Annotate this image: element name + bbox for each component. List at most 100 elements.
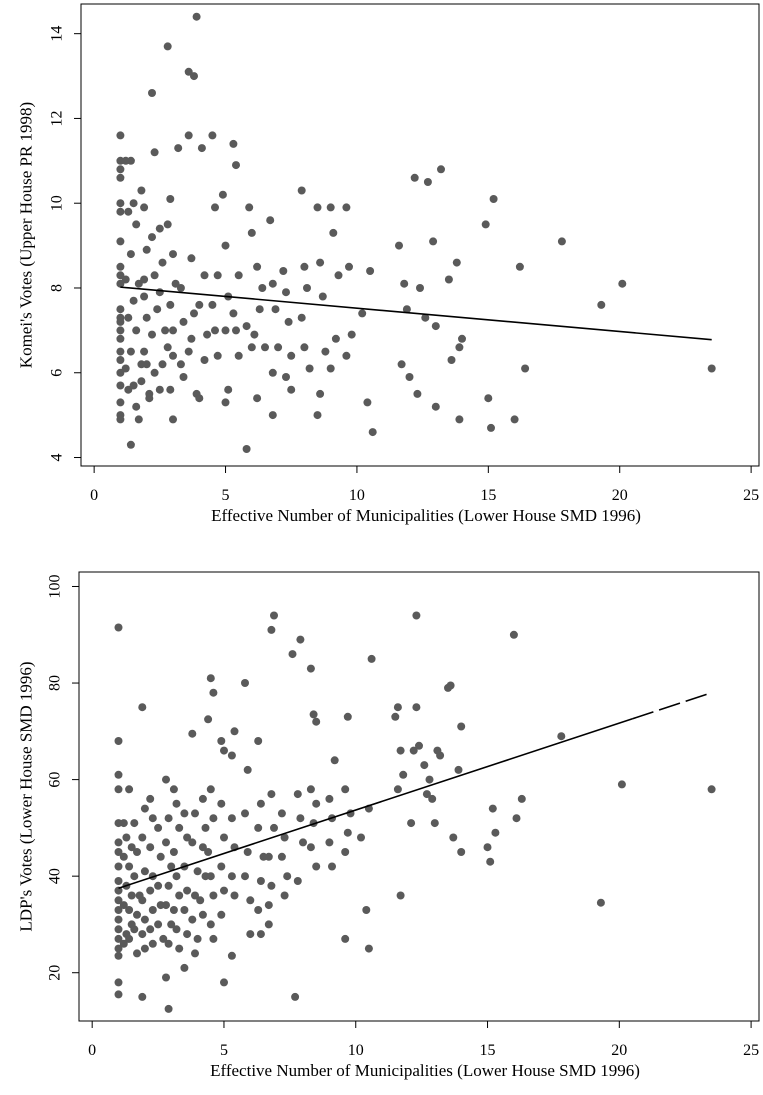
data-point	[297, 186, 306, 195]
data-point	[515, 262, 524, 271]
y-tick-label: 10	[49, 195, 66, 211]
data-point	[557, 732, 566, 741]
data-point	[486, 857, 495, 866]
data-point	[188, 729, 197, 738]
data-point	[221, 398, 230, 407]
data-point	[198, 910, 207, 919]
data-point	[341, 934, 350, 943]
fit-line	[120, 286, 712, 341]
data-point	[130, 819, 139, 828]
data-point	[446, 681, 455, 690]
data-point	[329, 228, 338, 237]
data-point	[175, 823, 184, 832]
data-point	[200, 356, 209, 364]
data-point	[193, 867, 202, 876]
data-point	[155, 224, 164, 233]
data-point	[155, 288, 164, 297]
data-point	[209, 934, 218, 943]
data-point	[334, 271, 343, 280]
data-point	[179, 317, 188, 326]
data-point	[312, 717, 321, 726]
data-point	[116, 368, 125, 377]
data-point	[229, 139, 238, 148]
data-point	[293, 877, 302, 885]
data-point	[154, 881, 163, 890]
data-point	[183, 833, 192, 842]
data-point	[142, 245, 151, 254]
data-point	[397, 360, 406, 369]
data-point	[211, 203, 219, 212]
data-point	[305, 364, 314, 373]
data-point	[357, 833, 365, 842]
y-tick-label: 4	[49, 454, 66, 462]
data-point	[246, 896, 255, 905]
data-point	[125, 906, 134, 914]
data-point	[264, 852, 273, 861]
data-point	[242, 322, 251, 331]
data-point	[187, 334, 196, 343]
data-point	[316, 258, 325, 267]
data-point	[300, 343, 309, 352]
data-point	[153, 305, 162, 314]
data-point	[166, 300, 175, 309]
x-tick-label: 10	[348, 1042, 364, 1059]
data-point	[254, 823, 263, 832]
data-point	[282, 373, 290, 381]
data-point	[436, 751, 445, 760]
data-point	[313, 411, 322, 420]
data-point	[169, 848, 178, 856]
data-point	[166, 195, 175, 203]
data-point	[208, 131, 217, 140]
data-point	[114, 877, 123, 885]
data-point	[366, 267, 375, 275]
data-point	[114, 886, 123, 895]
y-tick-label: 20	[47, 965, 64, 981]
data-point	[116, 165, 125, 174]
data-point	[114, 896, 123, 905]
data-point	[129, 199, 138, 208]
data-point	[146, 843, 155, 852]
data-point	[230, 727, 239, 736]
data-point	[217, 910, 226, 919]
data-point	[148, 233, 156, 242]
data-point	[254, 737, 263, 745]
data-point	[163, 343, 172, 352]
data-point	[148, 906, 157, 914]
data-point	[125, 934, 134, 943]
data-point	[132, 220, 141, 229]
data-point	[158, 258, 167, 267]
data-point	[188, 915, 197, 924]
data-point	[431, 402, 440, 411]
x-axis-title: Effective Number of Municipalities (Lowe…	[210, 1061, 640, 1080]
data-point	[191, 949, 199, 958]
data-point	[175, 944, 184, 953]
data-point	[326, 364, 335, 373]
data-point	[164, 939, 173, 948]
data-point	[458, 334, 466, 343]
data-point	[510, 415, 519, 424]
data-point	[428, 794, 437, 803]
data-point	[116, 237, 125, 246]
data-point	[179, 373, 188, 381]
data-point	[330, 756, 339, 765]
data-point	[121, 275, 130, 284]
data-point	[116, 356, 125, 364]
data-point	[221, 326, 230, 335]
data-point	[138, 992, 147, 1001]
data-point	[279, 267, 288, 275]
data-point	[116, 415, 125, 424]
data-point	[161, 326, 170, 335]
data-point	[169, 351, 177, 360]
data-point	[114, 915, 123, 924]
data-point	[204, 848, 213, 856]
data-point	[126, 440, 135, 449]
data-point	[190, 72, 198, 81]
data-point	[116, 262, 125, 271]
data-point	[130, 925, 139, 934]
y-tick-label: 6	[49, 369, 66, 377]
data-point	[206, 785, 215, 794]
data-point	[150, 368, 159, 377]
data-point	[114, 978, 123, 987]
data-point	[242, 445, 251, 453]
data-point	[124, 207, 133, 216]
